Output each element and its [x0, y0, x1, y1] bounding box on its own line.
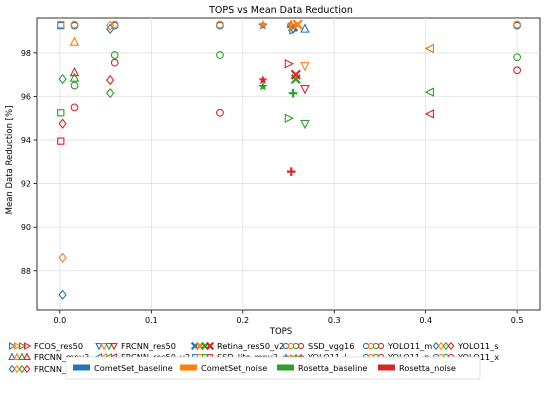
- x-tick-label: 0.2: [236, 316, 249, 325]
- model-legend-entry: FRCNN_res50: [95, 341, 176, 351]
- chart-title: TOPS vs Mean Data Reduction: [208, 5, 353, 16]
- plot-area: [36, 17, 541, 311]
- data-point: [300, 62, 310, 72]
- data-point: [70, 20, 79, 29]
- data-point: [424, 43, 435, 54]
- data-point: [58, 252, 67, 263]
- dataset-legend-label: Rosetta_noise: [399, 363, 456, 373]
- data-point: [106, 87, 115, 99]
- model-legend-entry: YOLO11_m: [362, 341, 432, 351]
- y-axis-label: Mean Data Reduction [%]: [5, 106, 15, 215]
- data-point: [106, 20, 115, 31]
- dataset-legend-entry: Rosetta_noise: [378, 363, 456, 373]
- model-legend-entry: YOLO11_s: [432, 341, 499, 351]
- data-points: [57, 19, 522, 300]
- y-tick-label: 88: [21, 267, 31, 276]
- data-point: [513, 66, 522, 75]
- model-legend-label: Retina_res50_v2: [217, 341, 284, 351]
- model-legend-label: YOLO11_m: [387, 341, 432, 351]
- dataset-legend-swatch: [277, 364, 294, 371]
- data-point: [258, 19, 268, 29]
- data-point: [286, 20, 296, 29]
- y-tick-label: 92: [21, 180, 31, 189]
- model-legend-label: FRCNN_res50: [121, 341, 176, 351]
- data-point: [106, 23, 115, 35]
- data-point: [513, 20, 522, 29]
- data-point: [69, 66, 80, 77]
- model-legend-label: FCOS_res50: [34, 341, 83, 351]
- dataset-legend-swatch: [180, 364, 197, 371]
- data-point: [106, 74, 115, 86]
- data-point: [300, 85, 310, 95]
- y-tick-label: 96: [21, 92, 31, 101]
- dataset-legend-label: CometSet_baseline: [94, 363, 173, 373]
- y-tick-label: 98: [21, 49, 31, 58]
- data-point: [58, 289, 67, 300]
- data-point: [57, 109, 65, 117]
- data-point: [258, 81, 268, 91]
- dataset-legend-frame: [65, 356, 481, 380]
- data-point: [216, 20, 224, 29]
- data-point: [110, 51, 119, 59]
- data-point: [58, 73, 67, 85]
- data-point: [286, 167, 296, 176]
- dataset-legend-entry: CometSet_noise: [180, 363, 267, 373]
- data-point: [57, 20, 65, 29]
- data-point: [513, 53, 522, 62]
- data-point: [300, 119, 310, 130]
- dataset-legend-entry: CometSet_baseline: [73, 363, 173, 373]
- model-legend-label: SSD_vgg16: [308, 341, 354, 351]
- dataset-legend: CometSet_baseline CometSet_noise Rosetta_b…: [73, 363, 456, 373]
- x-axis-label: TOPS: [269, 327, 292, 337]
- dataset-legend-label: CometSet_noise: [201, 363, 267, 373]
- grid-lines: [37, 18, 540, 310]
- data-point: [424, 109, 435, 119]
- dataset-legend-entry: Rosetta_baseline: [277, 363, 367, 373]
- model-legend-label: FRCNN_mnv3: [34, 352, 89, 362]
- data-point: [69, 72, 80, 82]
- data-point: [424, 87, 435, 97]
- model-legend-entry: FCOS_res50: [8, 341, 83, 351]
- data-point: [292, 19, 303, 30]
- x-tick-label: 0.0: [53, 316, 66, 325]
- data-point: [69, 36, 80, 46]
- axis-ticks: 0.0 0.1 0.2 0.3 0.4 0.5 88 90 92 94 96 98: [21, 49, 524, 325]
- data-point: [70, 103, 79, 112]
- x-tick-label: 0.1: [145, 316, 158, 325]
- data-point: [110, 58, 119, 67]
- data-point: [284, 113, 295, 124]
- y-tick-label: 90: [21, 223, 31, 232]
- data-point: [290, 69, 301, 80]
- model-legend-entry: SSD_vgg16: [282, 341, 354, 351]
- data-point: [57, 137, 65, 145]
- data-point: [58, 118, 67, 129]
- data-point: [284, 58, 295, 69]
- data-point: [70, 81, 79, 90]
- data-point: [288, 88, 298, 98]
- dataset-legend-label: Rosetta_baseline: [298, 363, 367, 373]
- data-point: [258, 75, 268, 85]
- y-tick-label: 94: [21, 136, 31, 145]
- data-point: [300, 23, 310, 33]
- model-legend-label: YOLO11_s: [457, 341, 499, 351]
- model-legend-entry: FRCNN_mnv3: [8, 352, 89, 362]
- dataset-legend-swatch: [378, 364, 395, 371]
- x-tick-label: 0.4: [419, 316, 432, 325]
- x-tick-label: 0.3: [328, 316, 341, 325]
- x-tick-label: 0.5: [511, 316, 524, 325]
- model-legend-entry: Retina_res50_v2: [190, 341, 284, 351]
- dataset-legend-swatch: [73, 364, 90, 371]
- data-point: [110, 20, 119, 29]
- data-point: [216, 51, 224, 59]
- data-point: [216, 108, 224, 117]
